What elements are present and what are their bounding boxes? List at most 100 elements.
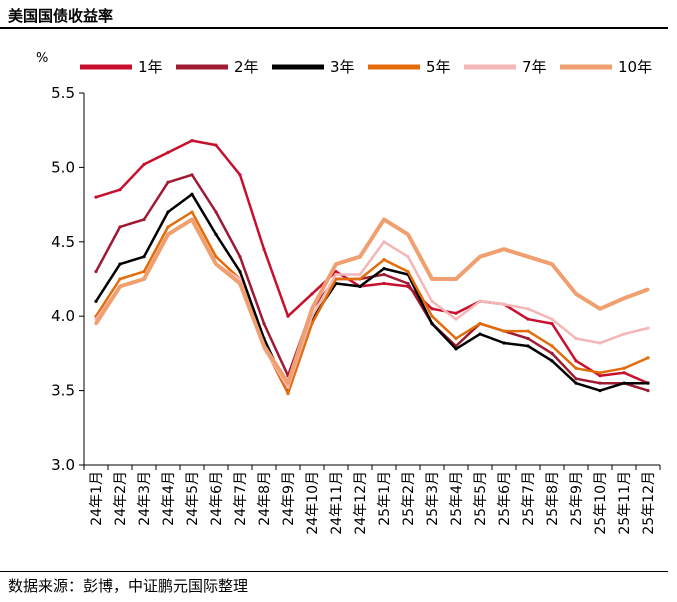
data-point-10年	[190, 217, 194, 222]
yield-line-chart: % 1年 2年 3年 5年 7年 10年 3.0 3.5 4.0 4.5 5.0 5.5 24年1月 2…	[36, 51, 661, 535]
x-tick-label: 25年8月	[545, 471, 561, 526]
data-point-2年	[94, 269, 98, 274]
y-tick-label: 5.0	[51, 158, 75, 176]
data-point-10年	[502, 247, 506, 251]
data-point-3年	[358, 284, 362, 289]
data-point-10年	[406, 232, 410, 236]
x-tick-label: 24年12月	[353, 471, 369, 535]
data-point-5年	[382, 258, 386, 262]
page-title: 美国国债收益率	[8, 7, 114, 25]
data-point-3年	[598, 389, 602, 393]
data-point-2年	[526, 336, 530, 341]
x-tick-label: 25年4月	[449, 471, 465, 526]
x-tick-label: 25年6月	[497, 471, 513, 526]
x-tick-label: 25年9月	[569, 471, 585, 526]
data-point-1年	[430, 307, 434, 311]
data-point-1年	[262, 247, 266, 251]
data-point-10年	[454, 277, 458, 281]
series-line-3年	[94, 192, 648, 392]
series-line-1年	[95, 139, 649, 385]
data-point-5年	[214, 255, 218, 259]
data-point-7年	[526, 307, 530, 311]
data-point-3年	[502, 341, 506, 345]
data-point-7年	[598, 341, 602, 345]
x-tick-label: 25年5月	[473, 471, 489, 526]
x-tick-label: 24年2月	[113, 471, 129, 526]
data-point-7年	[238, 277, 242, 281]
data-point-10年	[574, 292, 578, 296]
data-point-2年	[166, 180, 170, 184]
data-point-7年	[286, 386, 290, 390]
data-point-2年	[574, 377, 578, 381]
data-point-3年	[574, 381, 578, 385]
series-line-10年	[94, 217, 649, 386]
data-point-2年	[118, 225, 122, 229]
x-tick-label: 25年1月	[377, 471, 393, 526]
legend-label-5年: 5年	[426, 58, 451, 76]
data-point-10年	[622, 296, 626, 300]
legend-label-1年: 1年	[138, 58, 163, 76]
data-point-3年	[166, 210, 170, 214]
data-point-5年	[190, 210, 194, 214]
data-point-5年	[454, 336, 458, 341]
x-tick-label: 24年6月	[209, 471, 225, 526]
data-point-5年	[286, 391, 290, 396]
data-point-10年	[238, 281, 242, 286]
data-point-3年	[94, 299, 98, 303]
x-tick-label: 24年8月	[257, 471, 273, 526]
x-tick-label: 25年7月	[521, 471, 537, 526]
data-point-7年	[502, 302, 506, 306]
y-tick-label: 3.5	[51, 382, 75, 400]
legend-label-2年: 2年	[234, 58, 259, 76]
title-divider	[0, 27, 668, 29]
data-point-1年	[286, 314, 290, 318]
legend-label-10年: 10年	[618, 58, 652, 76]
axes-layer: 3.0 3.5 4.0 4.5 5.0 5.5 24年1月 24年2月 24年3月 24年4月 24…	[51, 84, 661, 535]
source-divider	[0, 571, 668, 572]
data-point-10年	[94, 322, 98, 326]
data-point-10年	[382, 217, 386, 222]
data-point-10年	[310, 307, 314, 311]
x-tick-label: 24年10月	[305, 471, 321, 535]
data-point-10年	[286, 381, 290, 385]
chart-legend: 1年 2年 3年 5年 7年 10年	[80, 58, 652, 76]
x-tick-label: 24年11月	[329, 471, 345, 535]
data-point-5年	[550, 344, 554, 348]
data-point-1年	[622, 371, 626, 375]
data-point-10年	[550, 262, 554, 266]
data-point-5年	[478, 322, 482, 326]
data-point-2年	[598, 381, 602, 385]
source-note: 数据来源：彭博，中证鹏元国际整理	[8, 577, 249, 595]
data-point-2年	[550, 351, 554, 355]
series-line-7年	[94, 218, 649, 389]
data-point-10年	[646, 287, 650, 292]
data-point-10年	[262, 344, 266, 348]
data-point-3年	[214, 232, 218, 236]
x-tick-label: 25年10月	[593, 471, 609, 535]
data-point-5年	[310, 322, 314, 326]
data-point-10年	[334, 262, 338, 266]
y-tick-label: 3.0	[51, 456, 75, 474]
x-tick-label: 25年12月	[641, 471, 657, 535]
data-point-10年	[118, 284, 122, 289]
data-point-1年	[574, 359, 578, 363]
data-point-2年	[406, 281, 410, 286]
data-point-5年	[526, 329, 530, 333]
data-point-3年	[382, 266, 386, 271]
data-point-2年	[238, 255, 242, 259]
data-point-1年	[166, 150, 170, 155]
x-tick-label: 24年9月	[281, 471, 297, 526]
data-point-1年	[118, 188, 122, 192]
data-point-3年	[622, 381, 626, 385]
data-point-1年	[142, 162, 146, 167]
data-point-2年	[646, 389, 650, 393]
x-tick-label: 25年2月	[401, 471, 417, 526]
data-point-3年	[118, 262, 122, 266]
data-point-5年	[166, 225, 170, 229]
data-point-7年	[406, 255, 410, 259]
data-point-10年	[430, 277, 434, 281]
data-point-3年	[550, 359, 554, 363]
data-point-10年	[478, 255, 482, 259]
data-point-10年	[142, 277, 146, 281]
data-point-1年	[526, 317, 530, 321]
